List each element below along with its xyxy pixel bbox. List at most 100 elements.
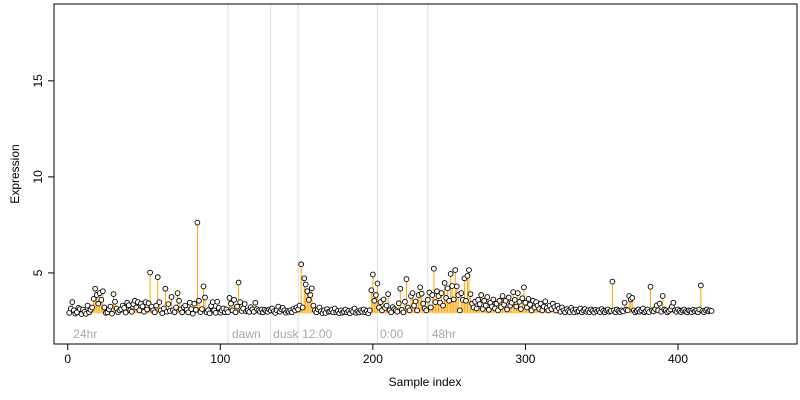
y-axis: 5 10 15 [31,74,55,276]
data-point [122,309,129,316]
data-point [478,292,485,298]
data-point [186,299,193,306]
data-point [139,303,146,310]
data-point [432,299,439,305]
data-point [95,300,102,307]
data-point [659,293,666,299]
data-point [112,298,118,305]
data-point [194,219,201,226]
data-point [307,292,314,298]
data-point [467,291,474,297]
x-tick-label: 0 [64,352,71,366]
data-point [424,296,431,303]
data-point [373,292,379,298]
data-point [484,294,491,300]
data-point [202,294,208,301]
data-point [110,291,117,297]
data-point [440,302,446,309]
data-point [400,309,407,316]
data-point [196,297,202,304]
data-point [298,261,305,268]
data-point [302,281,309,288]
data-point [90,296,97,302]
x-tick-label: 300 [515,352,535,366]
data-point [521,284,527,291]
expression-stems [68,222,713,315]
data-point [235,279,242,286]
data-point [698,282,704,289]
data-point [490,296,497,303]
data-point [417,284,424,291]
data-point [402,298,408,305]
y-tick-label: 10 [31,170,45,184]
data-point [168,294,175,300]
data-point [656,300,663,307]
data-point [527,301,533,308]
y-tick-label: 5 [31,269,45,276]
section-label: 48hr [432,327,456,341]
data-point [456,307,463,314]
data-point [511,296,518,303]
data-point [496,297,503,304]
data-point [516,298,523,305]
data-point [200,283,207,290]
data-point [476,301,483,307]
data-point [188,306,195,312]
data-point [193,306,199,313]
data-point [231,296,237,303]
data-point [252,299,259,306]
data-point [151,309,158,316]
data-point [446,297,452,304]
data-point [453,283,460,290]
data-point [128,308,135,315]
data-point [473,305,480,312]
data-point [420,300,427,307]
y-tick-label: 15 [31,74,45,88]
data-point [144,306,150,313]
expression-points [66,219,715,317]
data-point [214,298,221,305]
data-point [479,306,486,312]
data-point [98,296,105,303]
data-point [225,309,231,315]
data-point [397,285,404,292]
data-point [609,278,616,285]
data-point [304,288,311,295]
x-tick-label: 100 [210,352,230,366]
data-point [206,310,213,317]
data-point [406,307,413,314]
data-point [449,283,456,289]
data-point [162,285,169,292]
data-point [647,283,654,290]
data-point [176,297,182,304]
data-point [629,295,636,301]
data-point [237,299,243,305]
data-point [174,290,181,296]
data-point [165,301,172,307]
data-point [89,304,95,311]
data-point [434,288,440,295]
data-point [385,291,391,297]
data-point [519,295,526,302]
data-point [370,271,376,278]
data-point [412,298,419,305]
data-point [125,302,132,309]
y-axis-title: Expression [8,144,22,203]
data-point [450,296,457,303]
data-point [199,306,205,312]
section-label: 24hr [73,327,97,341]
data-point [466,267,472,273]
section-label: dawn [232,327,261,341]
data-point [308,285,315,292]
data-point [427,304,434,311]
section-labels: 24hr dawn dusk 12:00 0:00 48hr [73,327,456,341]
data-point [301,275,308,282]
data-point [395,300,402,307]
data-point [99,288,106,295]
section-label: 12:00 [302,327,332,341]
data-point [414,307,420,314]
data-point [101,304,108,311]
x-axis: 0 100 200 300 400 [64,343,688,366]
data-point [464,272,471,279]
data-point [482,302,489,309]
